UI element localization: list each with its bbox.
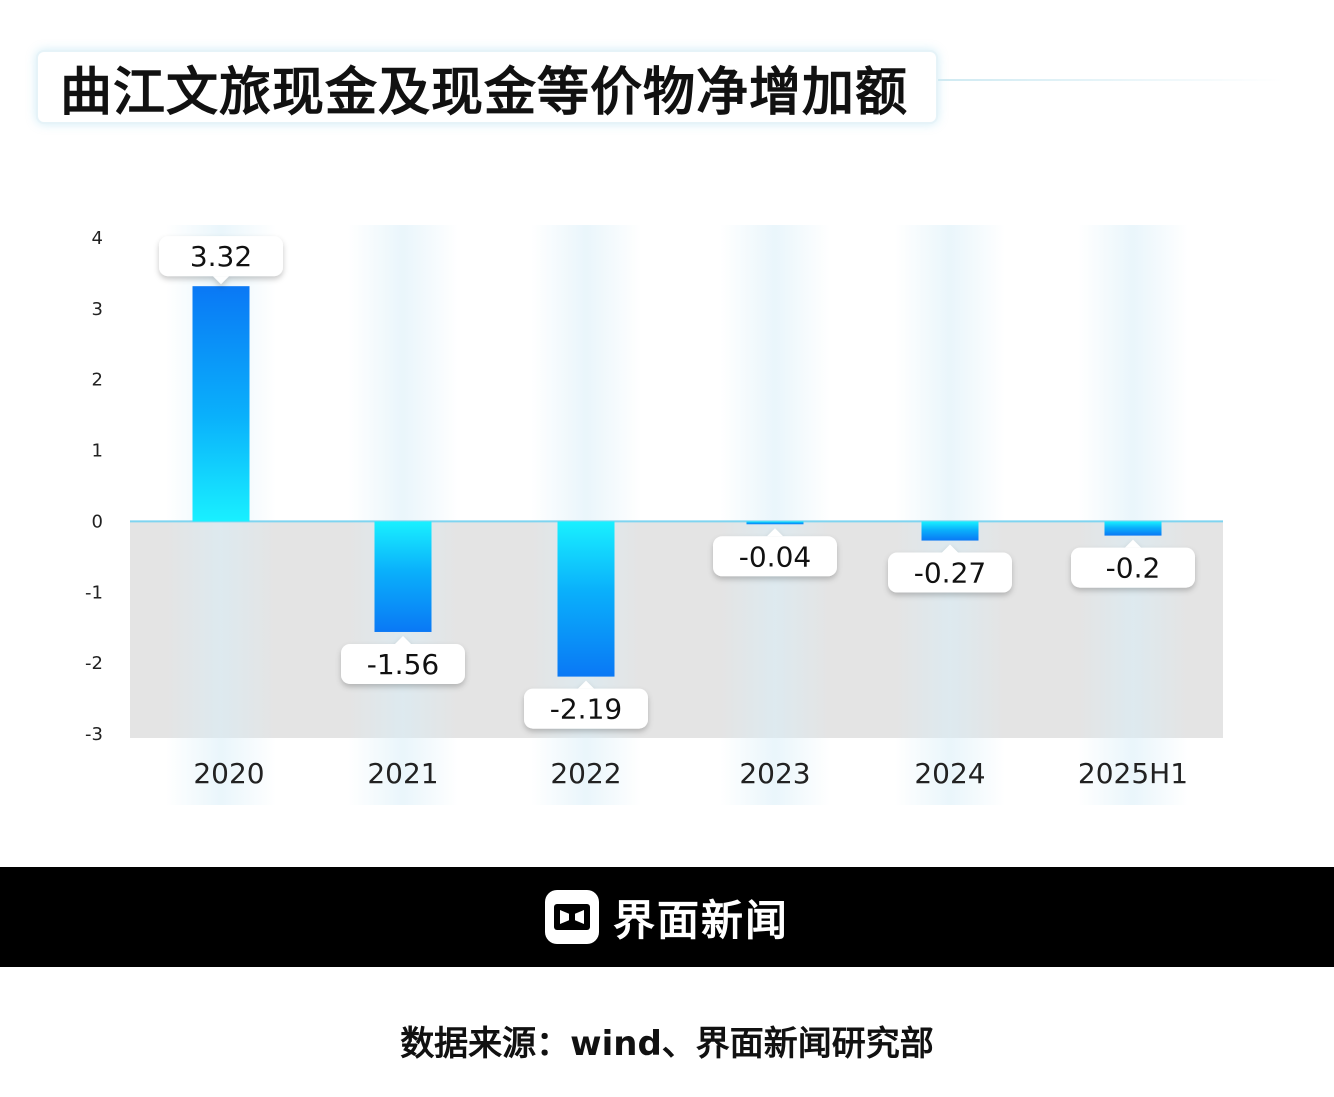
value-label: -0.2	[1106, 552, 1161, 585]
title-decor-line	[938, 79, 1283, 81]
value-label: -1.56	[367, 648, 439, 681]
y-tick-label: 3	[92, 299, 103, 320]
y-tick-label: 1	[92, 441, 103, 462]
value-callout	[1071, 539, 1195, 588]
value-callout	[159, 236, 283, 285]
column-glow	[1078, 225, 1188, 805]
bar	[921, 521, 979, 541]
brand-logo: 界面新闻	[544, 887, 789, 948]
y-tick-label: 0	[92, 511, 103, 532]
y-tick-label: 2	[92, 370, 103, 391]
x-tick-label: 2020	[193, 757, 264, 790]
column-glow	[720, 225, 830, 805]
y-tick-label: -3	[85, 724, 103, 745]
title-box: 曲江文旅现金及现金等价物净增加额	[36, 50, 938, 124]
value-label: 3.32	[190, 240, 252, 273]
x-tick-label: 2024	[914, 757, 985, 790]
value-callout	[713, 528, 837, 577]
value-label: -0.27	[914, 557, 986, 590]
brand-name: 界面新闻	[612, 895, 789, 945]
bar	[557, 521, 615, 677]
bar	[1104, 521, 1162, 536]
x-tick-label: 2025H1	[1078, 757, 1188, 790]
y-tick-label: 4	[92, 228, 103, 249]
logo-icon	[544, 890, 599, 944]
bar	[374, 521, 432, 632]
value-callout	[341, 635, 465, 684]
value-label: -2.19	[550, 693, 622, 726]
source-note: 数据来源：wind、界面新闻研究部	[400, 1024, 934, 1064]
value-callout	[524, 680, 648, 729]
negative-band	[130, 521, 1223, 738]
footer-bar: 界面新闻	[0, 867, 1334, 967]
chart-title: 曲江文旅现金及现金等价物净增加额	[60, 62, 909, 123]
x-tick-label: 2022	[550, 757, 621, 790]
x-tick-label: 2021	[367, 757, 438, 790]
x-tick-label: 2023	[739, 757, 810, 790]
y-tick-label: -2	[85, 653, 103, 674]
y-tick-label: -1	[85, 582, 103, 603]
column-glow	[348, 225, 458, 805]
value-callout	[888, 544, 1012, 593]
bar	[192, 286, 250, 522]
bar-chart: 4 3 2 1 0 -1 -2 -3 2020 2021 2022 2023 2024 2025H1 3.…	[85, 225, 1223, 805]
value-label: -0.04	[739, 540, 811, 573]
bar	[746, 521, 804, 525]
column-glow	[895, 225, 1005, 805]
